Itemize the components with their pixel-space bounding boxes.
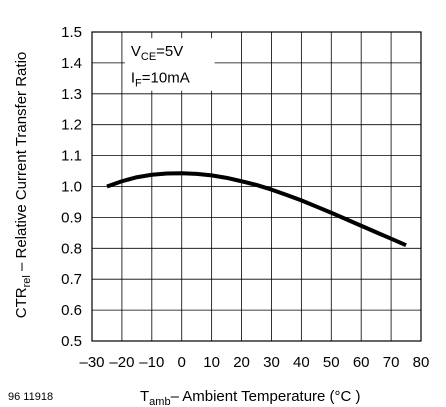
y-tick-label: 1.2 — [61, 117, 82, 134]
y-axis-label: CTRrel – Relative Current Transfer Ratio — [13, 52, 33, 319]
x-axis-label-subscript: amb — [149, 396, 170, 407]
condition-if: IF=10mA — [131, 69, 190, 89]
y-tick-label: 1.4 — [61, 55, 82, 72]
y-tick-label: 0.8 — [61, 240, 82, 257]
y-tick-label: 1.5 — [61, 24, 82, 41]
condition-vce: VCE=5V — [131, 43, 183, 63]
x-tick-label: 10 — [203, 354, 220, 371]
x-tick-label: 70 — [383, 354, 400, 371]
x-tick-label: –30 — [79, 354, 104, 371]
series-line — [106, 171, 407, 248]
x-tick-label: –20 — [109, 354, 134, 371]
x-tick-label: 20 — [233, 354, 250, 371]
y-tick-label: 1.3 — [61, 86, 82, 103]
condition-if-subscript: F — [135, 77, 142, 89]
series-layer — [106, 171, 407, 248]
condition-vce-subscript: CE — [141, 51, 156, 63]
conditions-box: VCE=5V IF=10mA — [124, 38, 215, 91]
y-axis-label-subscript: rel — [21, 275, 33, 287]
y-tick-label: 1.0 — [61, 179, 82, 196]
x-axis-label: Tamb– Ambient Temperature (°C ) — [140, 388, 361, 407]
x-tick-label: 80 — [413, 354, 430, 371]
y-tick-label: 1.1 — [61, 148, 82, 165]
x-tick-label: 0 — [178, 354, 186, 371]
figure-id: 96 11918 — [8, 391, 53, 403]
y-tick-label: 0.6 — [61, 302, 82, 319]
plot-frame — [91, 31, 422, 342]
x-tick-label: 50 — [323, 354, 340, 371]
conditions-box-background — [124, 38, 215, 91]
y-tick-label: 0.7 — [61, 271, 82, 288]
y-tick-label: 0.5 — [61, 333, 82, 350]
x-tick-label: 30 — [263, 354, 280, 371]
y-tick-label: 0.9 — [61, 209, 82, 226]
x-tick-label: –10 — [139, 354, 164, 371]
tick-label-layer: –30 –20 –10 0 10 20 30 40 50 60 70 80 0.5 0.6 0.7 0.8 0.… — [61, 24, 429, 371]
x-tick-label: 40 — [293, 354, 310, 371]
x-tick-label: 60 — [353, 354, 370, 371]
